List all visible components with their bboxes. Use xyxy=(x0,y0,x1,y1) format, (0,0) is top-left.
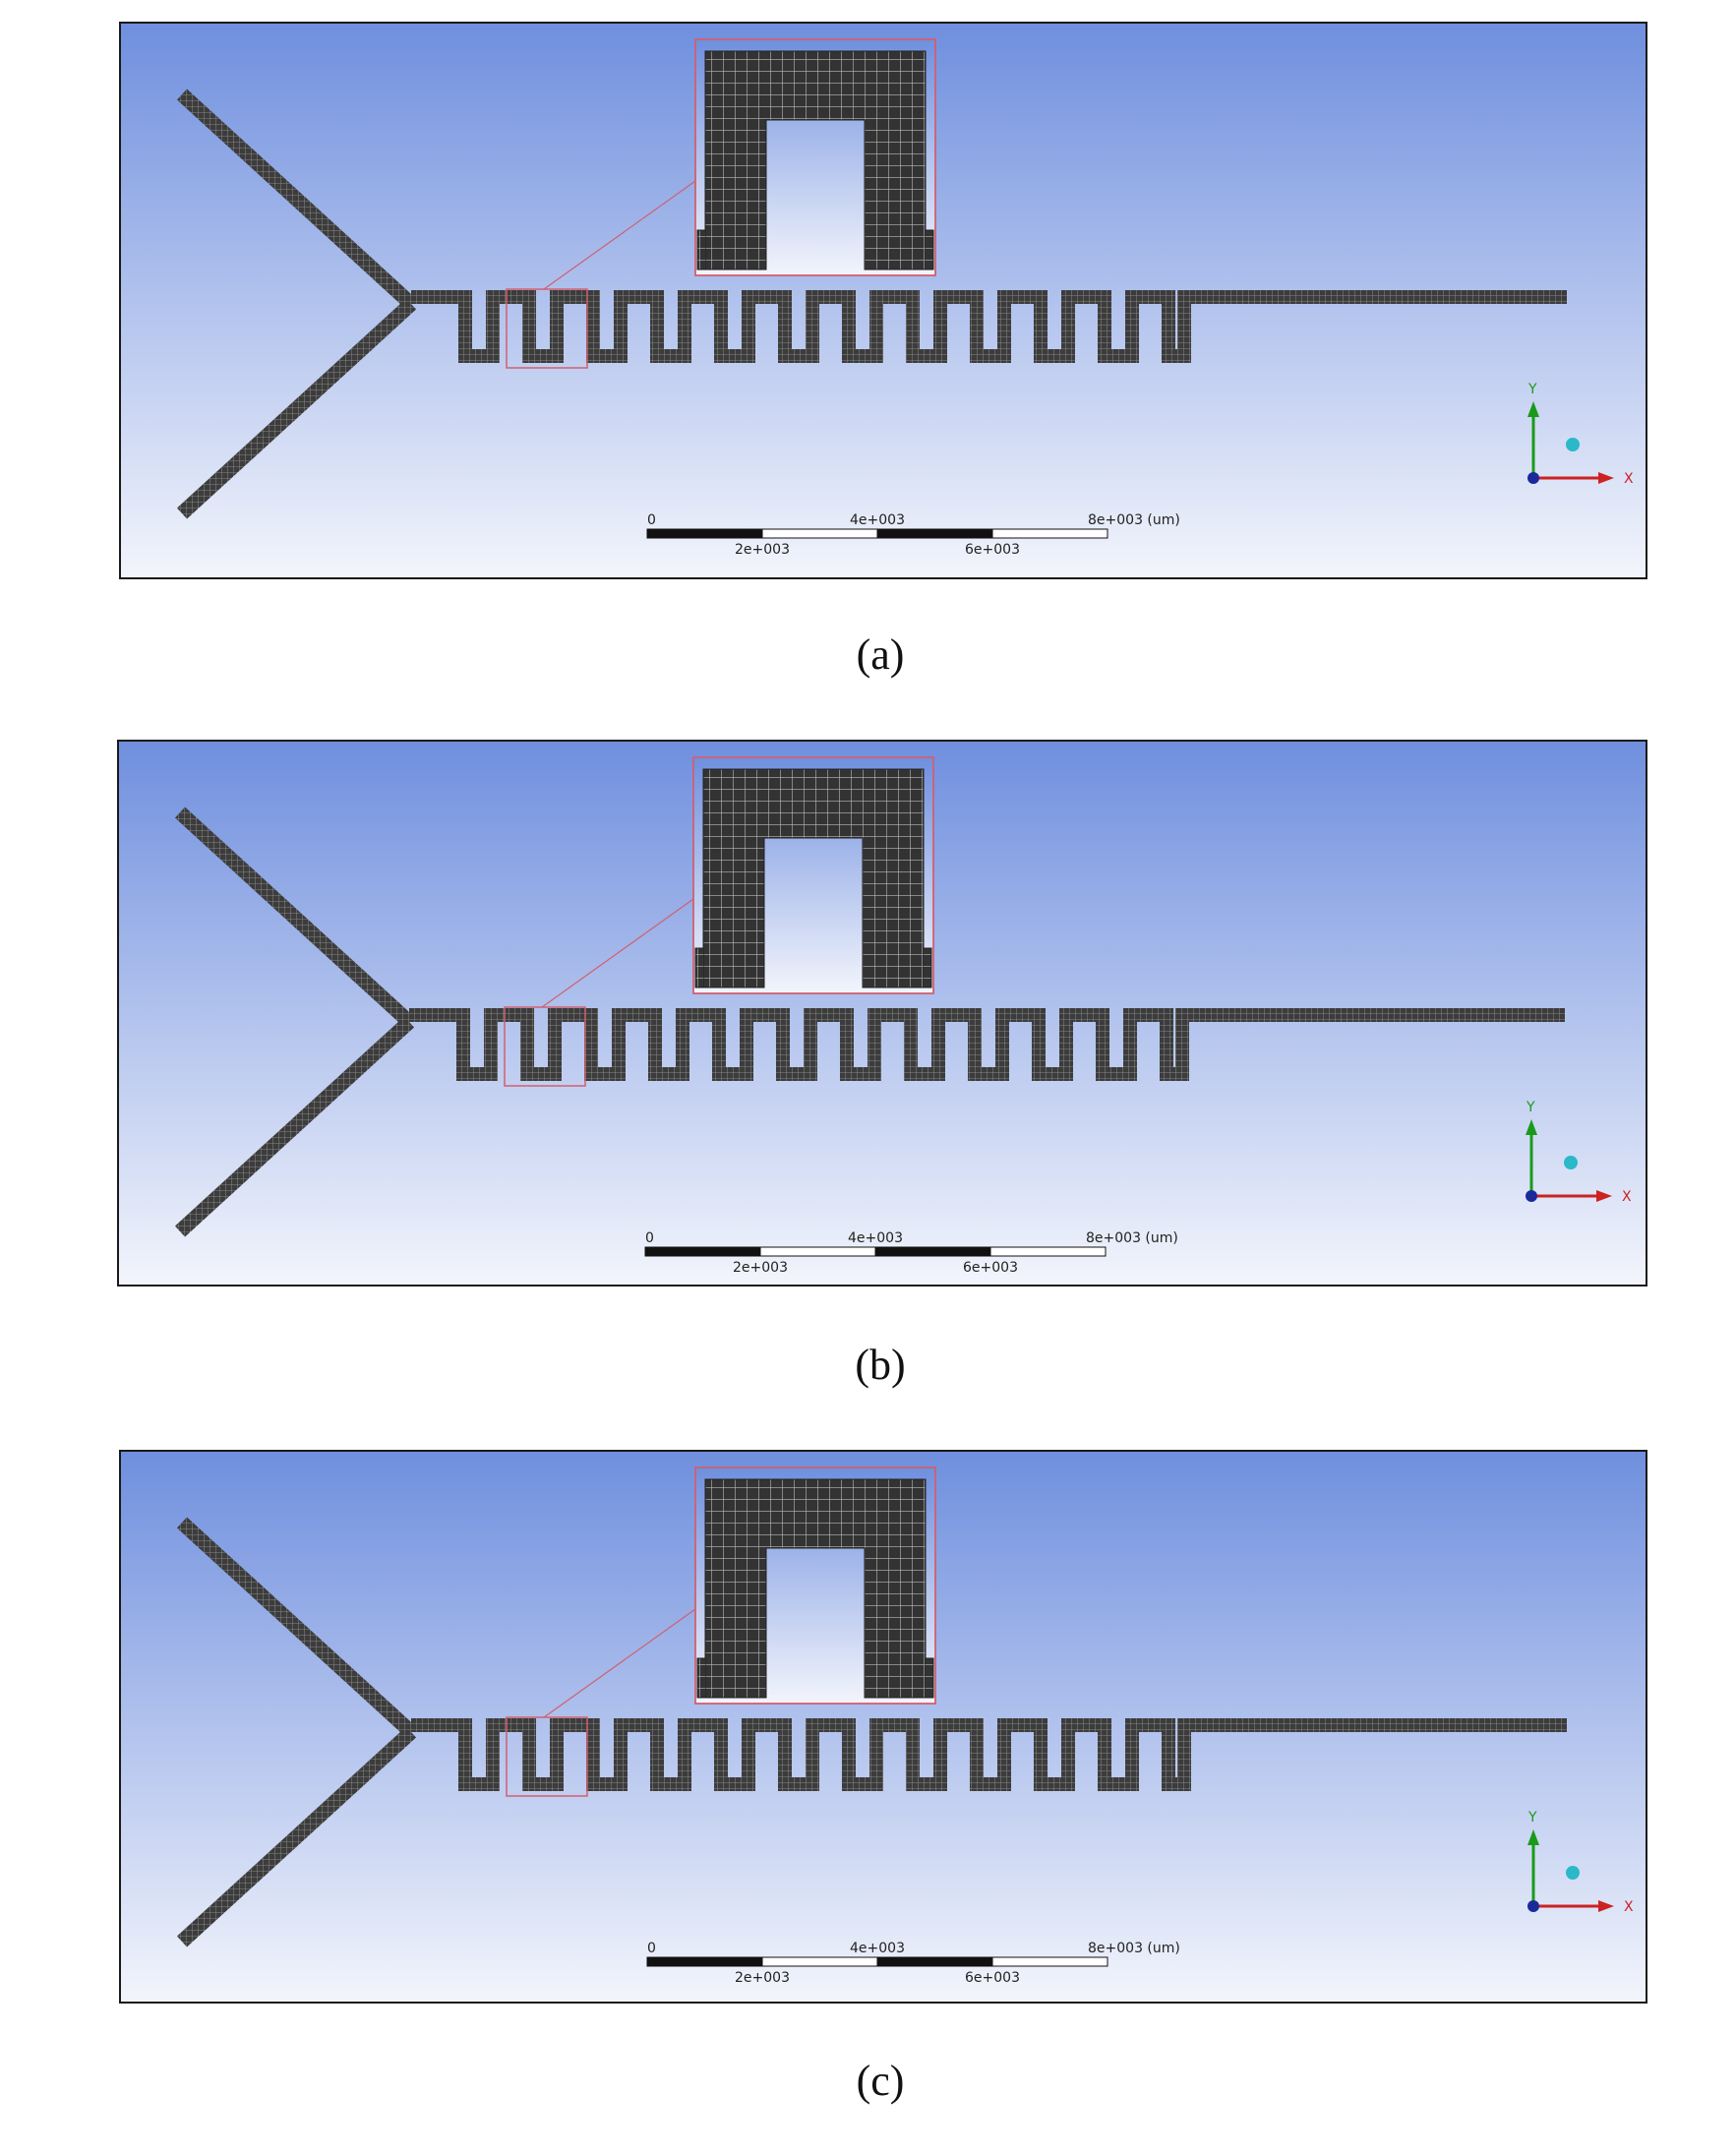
z-axis-origin xyxy=(1527,1900,1539,1912)
scale-bar-segment xyxy=(876,1956,993,1967)
zoom-inset-mesh xyxy=(704,1478,927,1699)
zoom-leader-line xyxy=(541,898,694,1008)
scale-bar-segment xyxy=(646,1956,763,1967)
zoom-source-box xyxy=(504,1006,586,1087)
z-axis-origin xyxy=(1527,472,1539,484)
y-axis-arrowhead xyxy=(1527,401,1539,417)
mesh-panel-c: 0 4e+003 8e+003 (um) 2e+003 6e+003 Y X xyxy=(119,1450,1647,2004)
x-axis-arrowhead xyxy=(1598,472,1614,484)
coordinate-triad: YX xyxy=(1527,1810,1634,1915)
zoom-inset-foot-right xyxy=(926,229,934,270)
serpentine-channel xyxy=(409,1008,1565,1081)
caption-a: (a) xyxy=(856,630,905,679)
scale-bar-label-bottom: 6e+003 xyxy=(965,542,1020,558)
x-axis-label: X xyxy=(1622,1189,1632,1205)
scale-bar-segment xyxy=(761,1956,878,1967)
scale-bar-label-top: 4e+003 xyxy=(850,1941,905,1956)
inlet-arm-upper xyxy=(176,89,417,310)
x-axis-label: X xyxy=(1624,471,1634,487)
zoom-inset-foot-left xyxy=(696,229,705,270)
scale-bar-segment xyxy=(646,528,763,539)
zoom-inset-mesh xyxy=(702,768,925,988)
scale-bar-label-bottom: 2e+003 xyxy=(735,542,790,558)
zoom-leader-line xyxy=(543,1608,696,1718)
scale-bar: 0 4e+003 8e+003 (um) 2e+003 6e+003 xyxy=(644,1230,1178,1276)
rotation-sphere-icon xyxy=(1566,1866,1580,1880)
zoom-inset-foot-left xyxy=(696,1657,705,1699)
scale-bar-segment xyxy=(989,1246,1107,1257)
x-axis-arrowhead xyxy=(1598,1900,1614,1912)
scale-bar-label-bottom: 2e+003 xyxy=(733,1260,788,1276)
zoom-inset-mesh xyxy=(704,50,927,270)
scale-bar: 0 4e+003 8e+003 (um) 2e+003 6e+003 xyxy=(646,512,1180,558)
scale-bar-segment xyxy=(874,1246,991,1257)
rotation-sphere-icon xyxy=(1566,438,1580,451)
inlet-arm-upper xyxy=(176,1517,417,1738)
scale-bar-label-top: 0 xyxy=(647,512,656,528)
scale-bar-label-top: 0 xyxy=(645,1230,654,1246)
inlet-arm-upper xyxy=(174,807,415,1028)
scale-bar-segment xyxy=(991,1956,1108,1967)
scale-bar-segment xyxy=(759,1246,876,1257)
scale-bar-label-bottom: 6e+003 xyxy=(963,1260,1018,1276)
inlet-arm-lower xyxy=(176,1726,417,1947)
zoom-inset-foot-right xyxy=(926,1657,934,1699)
zoom-inset-foot-right xyxy=(924,947,932,988)
scale-bar-segment xyxy=(991,528,1108,539)
z-axis-origin xyxy=(1526,1190,1537,1202)
scale-bar-label-top: 8e+003 (um) xyxy=(1088,1941,1180,1956)
scale-bar: 0 4e+003 8e+003 (um) 2e+003 6e+003 xyxy=(646,1941,1180,1986)
caption-c: (c) xyxy=(856,2057,905,2105)
scale-bar-label-bottom: 2e+003 xyxy=(735,1970,790,1986)
y-axis-label: Y xyxy=(1527,1810,1537,1826)
inlet-arm-lower xyxy=(176,298,417,519)
y-axis-arrowhead xyxy=(1527,1829,1539,1845)
caption-b: (b) xyxy=(855,1341,906,1389)
serpentine-channel xyxy=(411,1718,1567,1791)
mesh-panel-b: 0 4e+003 8e+003 (um) 2e+003 6e+003 Y X xyxy=(117,740,1647,1287)
zoom-leader-line xyxy=(543,180,696,290)
zoom-inset-foot-left xyxy=(694,947,703,988)
scale-bar-segment xyxy=(876,528,993,539)
x-axis-label: X xyxy=(1624,1899,1634,1915)
scale-bar-label-top: 0 xyxy=(647,1941,656,1956)
mesh-panel-a: 0 4e+003 8e+003 (um) 2e+003 6e+003 Y X xyxy=(119,22,1647,579)
coordinate-triad: YX xyxy=(1526,1100,1632,1205)
scale-bar-segment xyxy=(644,1246,761,1257)
serpentine-channel xyxy=(411,290,1567,363)
zoom-source-box xyxy=(506,1716,588,1797)
scale-bar-label-top: 8e+003 (um) xyxy=(1086,1230,1178,1246)
zoom-source-box xyxy=(506,288,588,369)
scale-bar-label-top: 4e+003 xyxy=(850,512,905,528)
x-axis-arrowhead xyxy=(1596,1190,1612,1202)
scale-bar-label-bottom: 6e+003 xyxy=(965,1970,1020,1986)
coordinate-triad: YX xyxy=(1527,382,1634,487)
scale-bar-segment xyxy=(761,528,878,539)
scale-bar-label-top: 4e+003 xyxy=(848,1230,903,1246)
scale-bar-label-top: 8e+003 (um) xyxy=(1088,512,1180,528)
y-axis-arrowhead xyxy=(1526,1119,1537,1135)
inlet-arm-lower xyxy=(174,1016,415,1237)
rotation-sphere-icon xyxy=(1564,1156,1578,1169)
y-axis-label: Y xyxy=(1526,1100,1535,1115)
y-axis-label: Y xyxy=(1527,382,1537,397)
